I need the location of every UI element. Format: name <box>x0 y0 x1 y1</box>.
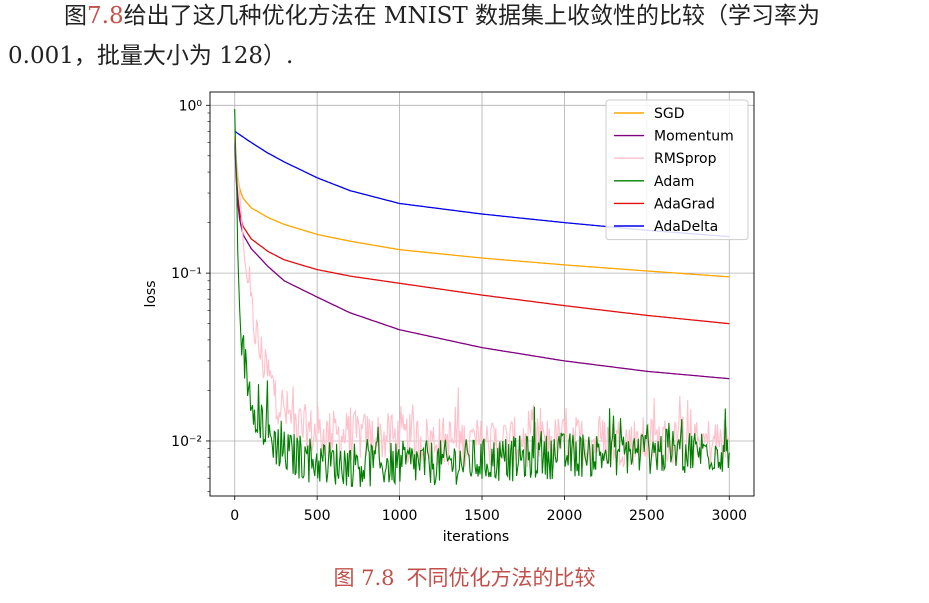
x-tick-label: 1000 <box>382 508 418 524</box>
series-line-adam <box>234 108 730 487</box>
y-axis-label: loss <box>143 280 159 307</box>
y-tick-label: 10⁻² <box>171 434 202 450</box>
legend-label-adadelta: AdaDelta <box>654 219 718 235</box>
legend-box <box>605 99 749 241</box>
figure-caption: 图 7.8 不同优化方法的比较 <box>0 562 929 592</box>
caption-text: 不同优化方法的比较 <box>406 566 596 590</box>
paragraph-line-1: 图7.8给出了这几种优化方法在 MNIST 数据集上收敛性的比较（学习率为 <box>64 0 820 36</box>
series-line-adagrad <box>234 140 730 325</box>
legend-label-adagrad: AdaGrad <box>654 196 715 212</box>
series-group <box>234 108 730 487</box>
x-tick-label: 3000 <box>711 508 747 524</box>
legend-label-rmsprop: RMSprop <box>654 151 717 167</box>
paragraph-line-2: 0.001，批量大小为 128）. <box>8 43 294 69</box>
caption-figure-number: 图 7.8 <box>333 566 395 590</box>
paragraph-prefix: 图 <box>64 3 87 29</box>
series-line-momentum <box>234 140 730 380</box>
paragraph-text: 给出了这几种优化方法在 MNIST 数据集上收敛性的比较（学习率为 <box>123 3 821 29</box>
series-line-sgd <box>234 136 730 278</box>
y-tick-label: 10⁻¹ <box>171 266 202 282</box>
x-axis-label: iterations <box>443 529 509 545</box>
x-tick-label: 500 <box>304 508 331 524</box>
legend-label-momentum: Momentum <box>654 129 734 145</box>
x-tick-label: 0 <box>230 508 239 524</box>
legend-label-adam: Adam <box>654 174 694 190</box>
legend-label-sgd: SGD <box>654 106 685 122</box>
x-tick-label: 2000 <box>547 508 583 524</box>
loss-comparison-chart: 0 500 1000 1500 2000 2500 3000 10⁻² 10⁻¹ 10⁰ itera… <box>143 91 755 545</box>
x-tick-label: 2500 <box>629 508 665 524</box>
figure-reference-link[interactable]: 7.8 <box>87 3 124 29</box>
x-tick-label: 1500 <box>464 508 500 524</box>
y-tick-label: 10⁰ <box>179 98 203 114</box>
